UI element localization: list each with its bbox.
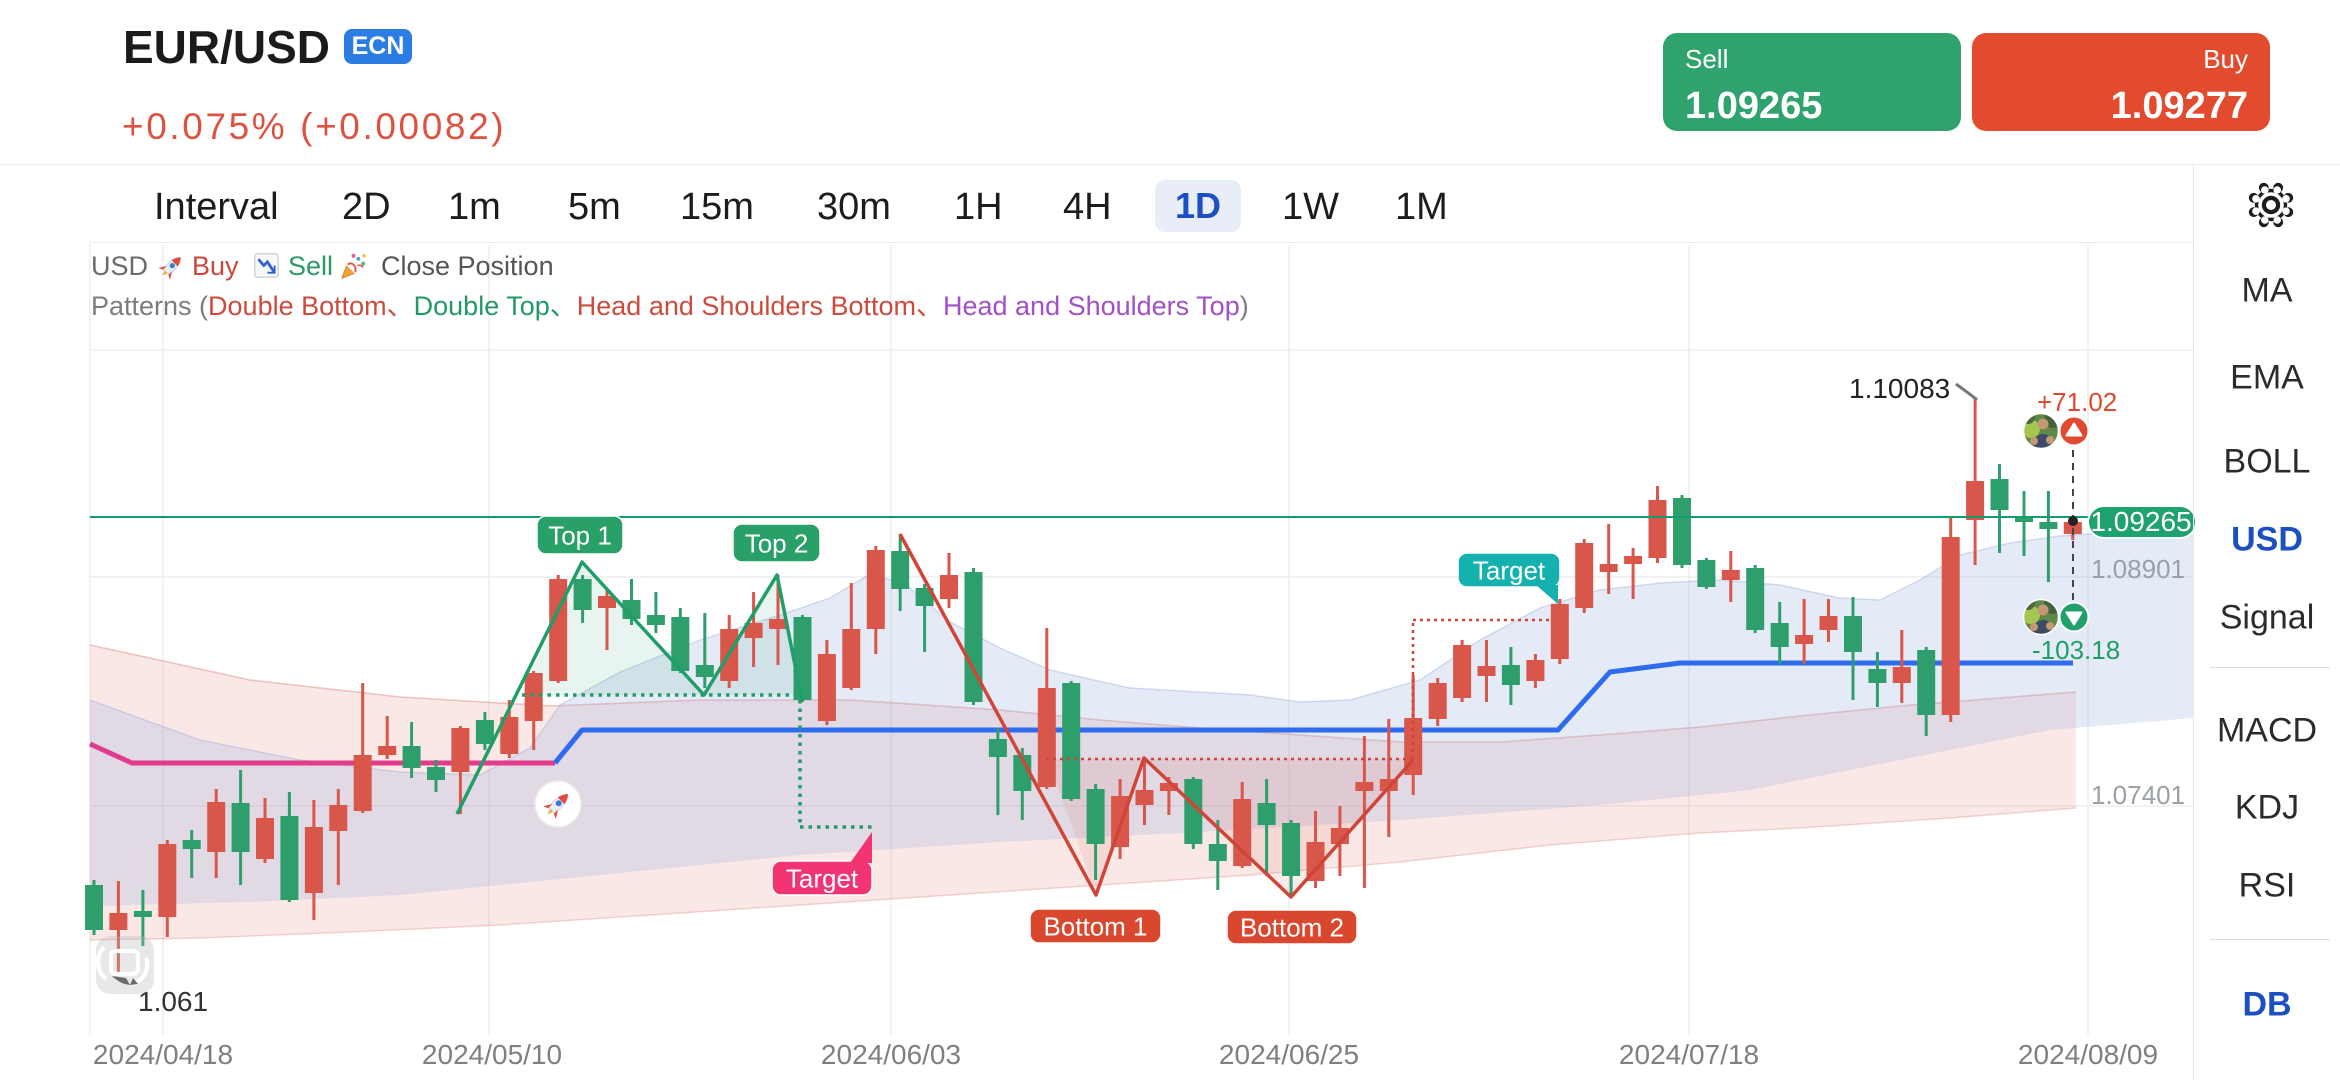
svg-text:Bottom 1: Bottom 1 bbox=[1043, 911, 1147, 941]
svg-text:-103.18: -103.18 bbox=[2032, 635, 2120, 665]
svg-text:1.10083: 1.10083 bbox=[1849, 373, 1950, 404]
svg-text:1.09265: 1.09265 bbox=[2090, 506, 2191, 537]
svg-text:1.061: 1.061 bbox=[138, 986, 208, 1017]
svg-text:Bottom 2: Bottom 2 bbox=[1240, 912, 1344, 942]
svg-text:Top 1: Top 1 bbox=[548, 520, 612, 550]
svg-text:1.07401: 1.07401 bbox=[2091, 780, 2185, 810]
svg-text:1.08901: 1.08901 bbox=[2091, 554, 2185, 584]
svg-text:+71.02: +71.02 bbox=[2037, 387, 2117, 417]
svg-text:Target: Target bbox=[786, 863, 859, 893]
svg-text:Target: Target bbox=[1473, 555, 1546, 585]
svg-text:Top 2: Top 2 bbox=[745, 528, 809, 558]
